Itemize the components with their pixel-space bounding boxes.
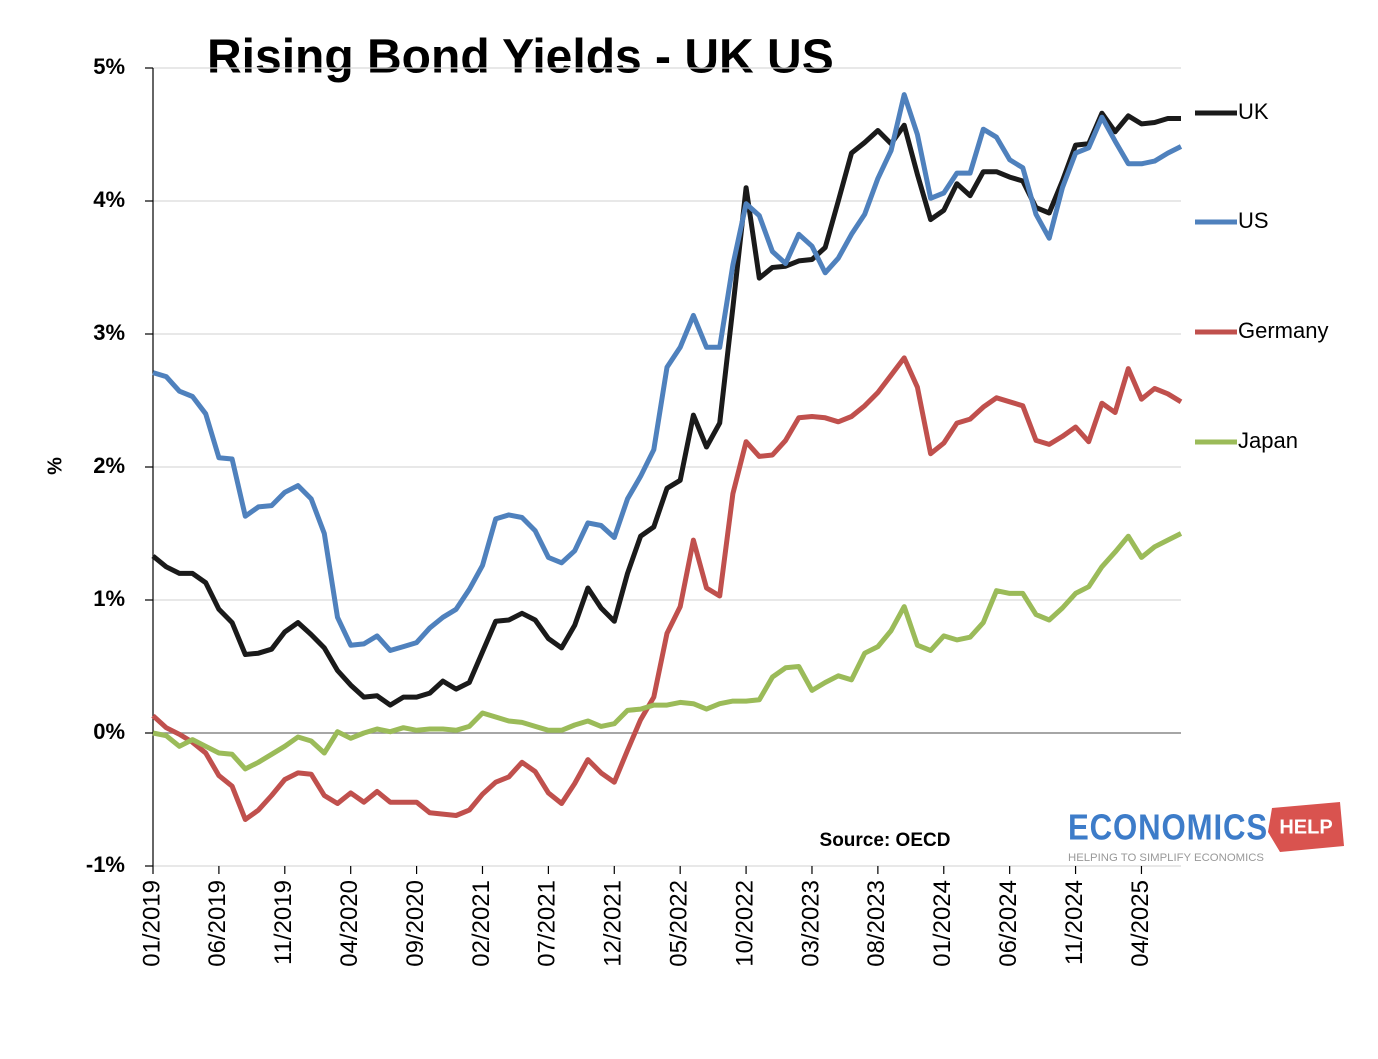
y-tick-label: -1% <box>86 852 125 877</box>
y-tick-label: 4% <box>93 187 125 212</box>
x-tick-label: 06/2019 <box>204 880 231 967</box>
x-tick-label: 02/2021 <box>468 880 495 967</box>
y-tick-label: 5% <box>93 54 125 79</box>
x-tick-label: 03/2023 <box>797 880 824 967</box>
series-line <box>152 531 1183 772</box>
x-tick-label: 06/2024 <box>995 880 1022 967</box>
y-axis-label: % <box>44 457 66 475</box>
legend-label: US <box>1238 208 1269 233</box>
series-line <box>151 355 1183 822</box>
y-tick-label: 1% <box>93 586 125 611</box>
x-tick-label: 11/2019 <box>270 880 297 965</box>
x-tick-label: 01/2024 <box>929 880 956 967</box>
x-tick-label: 04/2020 <box>336 880 363 967</box>
x-tick-label: 09/2020 <box>402 880 429 967</box>
x-tick-label: 01/2019 <box>138 880 165 967</box>
logo-badge: HELP <box>1279 816 1332 838</box>
logo-name: ECONOMICS <box>1068 807 1268 848</box>
x-tick-label: 05/2022 <box>666 880 693 967</box>
legend-label: Germany <box>1238 318 1328 343</box>
x-tick-label: 11/2024 <box>1061 880 1088 965</box>
y-tick-label: 2% <box>93 453 125 478</box>
y-tick-label: 3% <box>93 320 125 345</box>
y-tick-label: 0% <box>93 719 125 744</box>
x-tick-label: 08/2023 <box>863 880 890 967</box>
x-tick-label: 10/2022 <box>731 880 758 967</box>
series-line <box>152 92 1183 653</box>
legend-label: UK <box>1238 99 1269 124</box>
legend-label: Japan <box>1238 428 1298 453</box>
logo-badge-shape <box>1268 802 1344 852</box>
source-note: Source: OECD <box>820 830 951 851</box>
x-tick-label: 04/2025 <box>1127 880 1154 967</box>
x-tick-label: 12/2021 <box>600 880 627 967</box>
logo: ECONOMICS HELP HELPING TO SIMPLIFY ECONO… <box>1068 802 1344 864</box>
series-line <box>151 110 1181 708</box>
x-tick-label: 07/2021 <box>534 880 561 967</box>
chart-title: Rising Bond Yields - UK US <box>207 31 834 84</box>
logo-tagline: HELPING TO SIMPLIFY ECONOMICS <box>1068 852 1264 864</box>
